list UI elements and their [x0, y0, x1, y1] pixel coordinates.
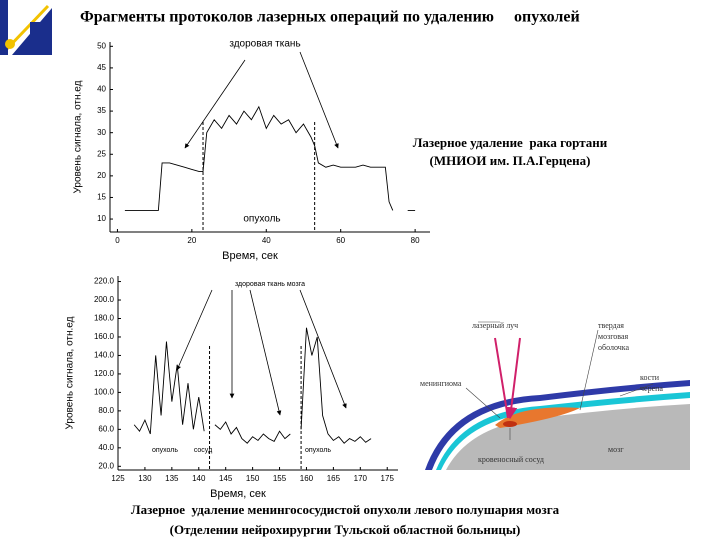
y-axis-label: Уровень сигнала, отн.ед: [65, 316, 76, 429]
y-tick-label: 140.0: [94, 351, 115, 360]
x-axis-label: Время, сек: [210, 488, 266, 500]
annotation: здоровая ткань мозга: [235, 281, 305, 288]
x-tick-label: 140: [192, 474, 206, 483]
caption: Лазерное удаление менингососудистой опух…: [131, 502, 560, 517]
series-line: [133, 327, 372, 444]
x-axis-label: Время, сек: [222, 250, 278, 262]
diagram: лазерный луч твердая мозговая оболочка м…: [420, 321, 690, 470]
x-tick-label: 160: [300, 474, 314, 483]
x-tick-label: 145: [219, 474, 233, 483]
x-tick-label: 165: [327, 474, 341, 483]
y-tick-label: 160.0: [94, 332, 115, 341]
diagram-label: мозговая: [598, 332, 629, 341]
y-tick-label: 25: [97, 149, 106, 158]
logo: [0, 0, 52, 55]
y-tick-label: 15: [97, 193, 106, 202]
x-tick-label: 135: [165, 474, 179, 483]
x-tick-label: 130: [138, 474, 152, 483]
x-tick-label: 170: [354, 474, 368, 483]
y-tick-label: 60.0: [98, 424, 114, 433]
y-tick-label: 50: [97, 41, 106, 50]
x-tick-label: 80: [411, 236, 420, 245]
y-tick-label: 180.0: [94, 314, 115, 323]
diagram-label: черепа: [640, 384, 663, 393]
diagram-label: лазерный луч: [472, 321, 518, 330]
diagram-label: твердая: [598, 321, 624, 330]
x-tick-label: 175: [381, 474, 395, 483]
y-tick-label: 80.0: [98, 406, 114, 415]
y-axis-label: Уровень сигнала, отн.ед: [73, 80, 84, 193]
annotation: опухоль: [305, 447, 331, 454]
y-tick-label: 120.0: [94, 369, 115, 378]
y-tick-label: 45: [97, 63, 106, 72]
x-tick-label: 150: [246, 474, 260, 483]
x-tick-label: 40: [262, 236, 271, 245]
x-tick-label: 60: [336, 236, 345, 245]
arrow: [249, 289, 282, 416]
caption: Лазерное удаление рака гортани: [413, 135, 608, 150]
y-tick-label: 20: [97, 171, 106, 180]
annotation: опухоль: [243, 214, 280, 225]
x-tick-label: 20: [187, 236, 196, 245]
arrow: [299, 51, 339, 149]
y-tick-label: 200.0: [94, 295, 115, 304]
x-tick-label: 155: [273, 474, 287, 483]
y-tick-label: 100.0: [94, 388, 115, 397]
y-tick-label: 220.0: [94, 277, 115, 286]
annotation: здоровая ткань: [229, 39, 300, 50]
arrow: [176, 289, 213, 371]
diagram-label: оболочка: [598, 343, 630, 352]
title: Фрагменты протоколов лазерных операций п…: [80, 9, 580, 26]
y-tick-label: 10: [97, 214, 106, 223]
y-tick-label: 30: [97, 128, 106, 137]
diagram-label: кости: [640, 373, 660, 382]
y-tick-label: 35: [97, 106, 106, 115]
x-tick-label: 125: [111, 474, 125, 483]
arrow: [299, 289, 347, 409]
annotation: опухоль: [152, 447, 178, 454]
x-tick-label: 0: [115, 236, 120, 245]
arrow: [184, 59, 246, 149]
caption: (Отделении нейрохирургии Тульской област…: [170, 522, 521, 537]
series-line: [124, 105, 416, 211]
diagram-label: мозг: [608, 445, 624, 454]
diagram-label: менингиома: [420, 379, 462, 388]
annotation: сосуд: [194, 447, 212, 454]
y-tick-label: 40: [97, 85, 106, 94]
y-tick-label: 20.0: [98, 461, 114, 470]
diagram-label: кровеносный сосуд: [478, 455, 544, 464]
y-tick-label: 40.0: [98, 443, 114, 452]
caption: (МНИОИ им. П.А.Герцена): [429, 153, 590, 168]
